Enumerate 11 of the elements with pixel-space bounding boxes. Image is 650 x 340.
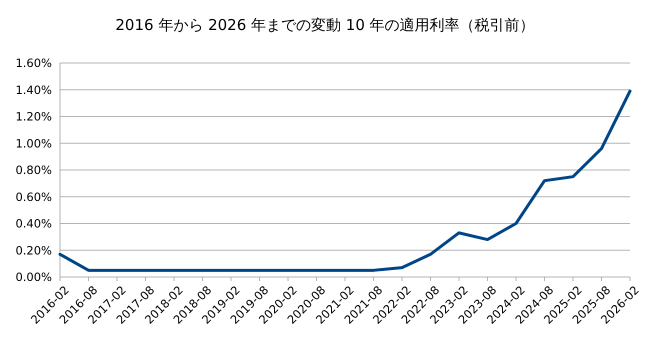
chart-title: 2016 年から 2026 年までの変動 10 年の適用利率（税引前）	[115, 16, 535, 34]
y-tick-label: 1.20%	[15, 110, 52, 124]
y-tick-label: 0.80%	[15, 163, 52, 178]
y-tick-label: 1.60%	[15, 56, 52, 70]
y-tick-label: 0.20%	[15, 243, 52, 258]
y-tick-label: 0.40%	[15, 216, 52, 231]
line-series	[58, 90, 632, 272]
y-tick-label: 1.00%	[15, 136, 52, 150]
y-tick-label: 1.40%	[15, 82, 52, 97]
y-tick-label: 0.00%	[15, 270, 52, 284]
y-tick-label: 0.60%	[15, 190, 52, 204]
